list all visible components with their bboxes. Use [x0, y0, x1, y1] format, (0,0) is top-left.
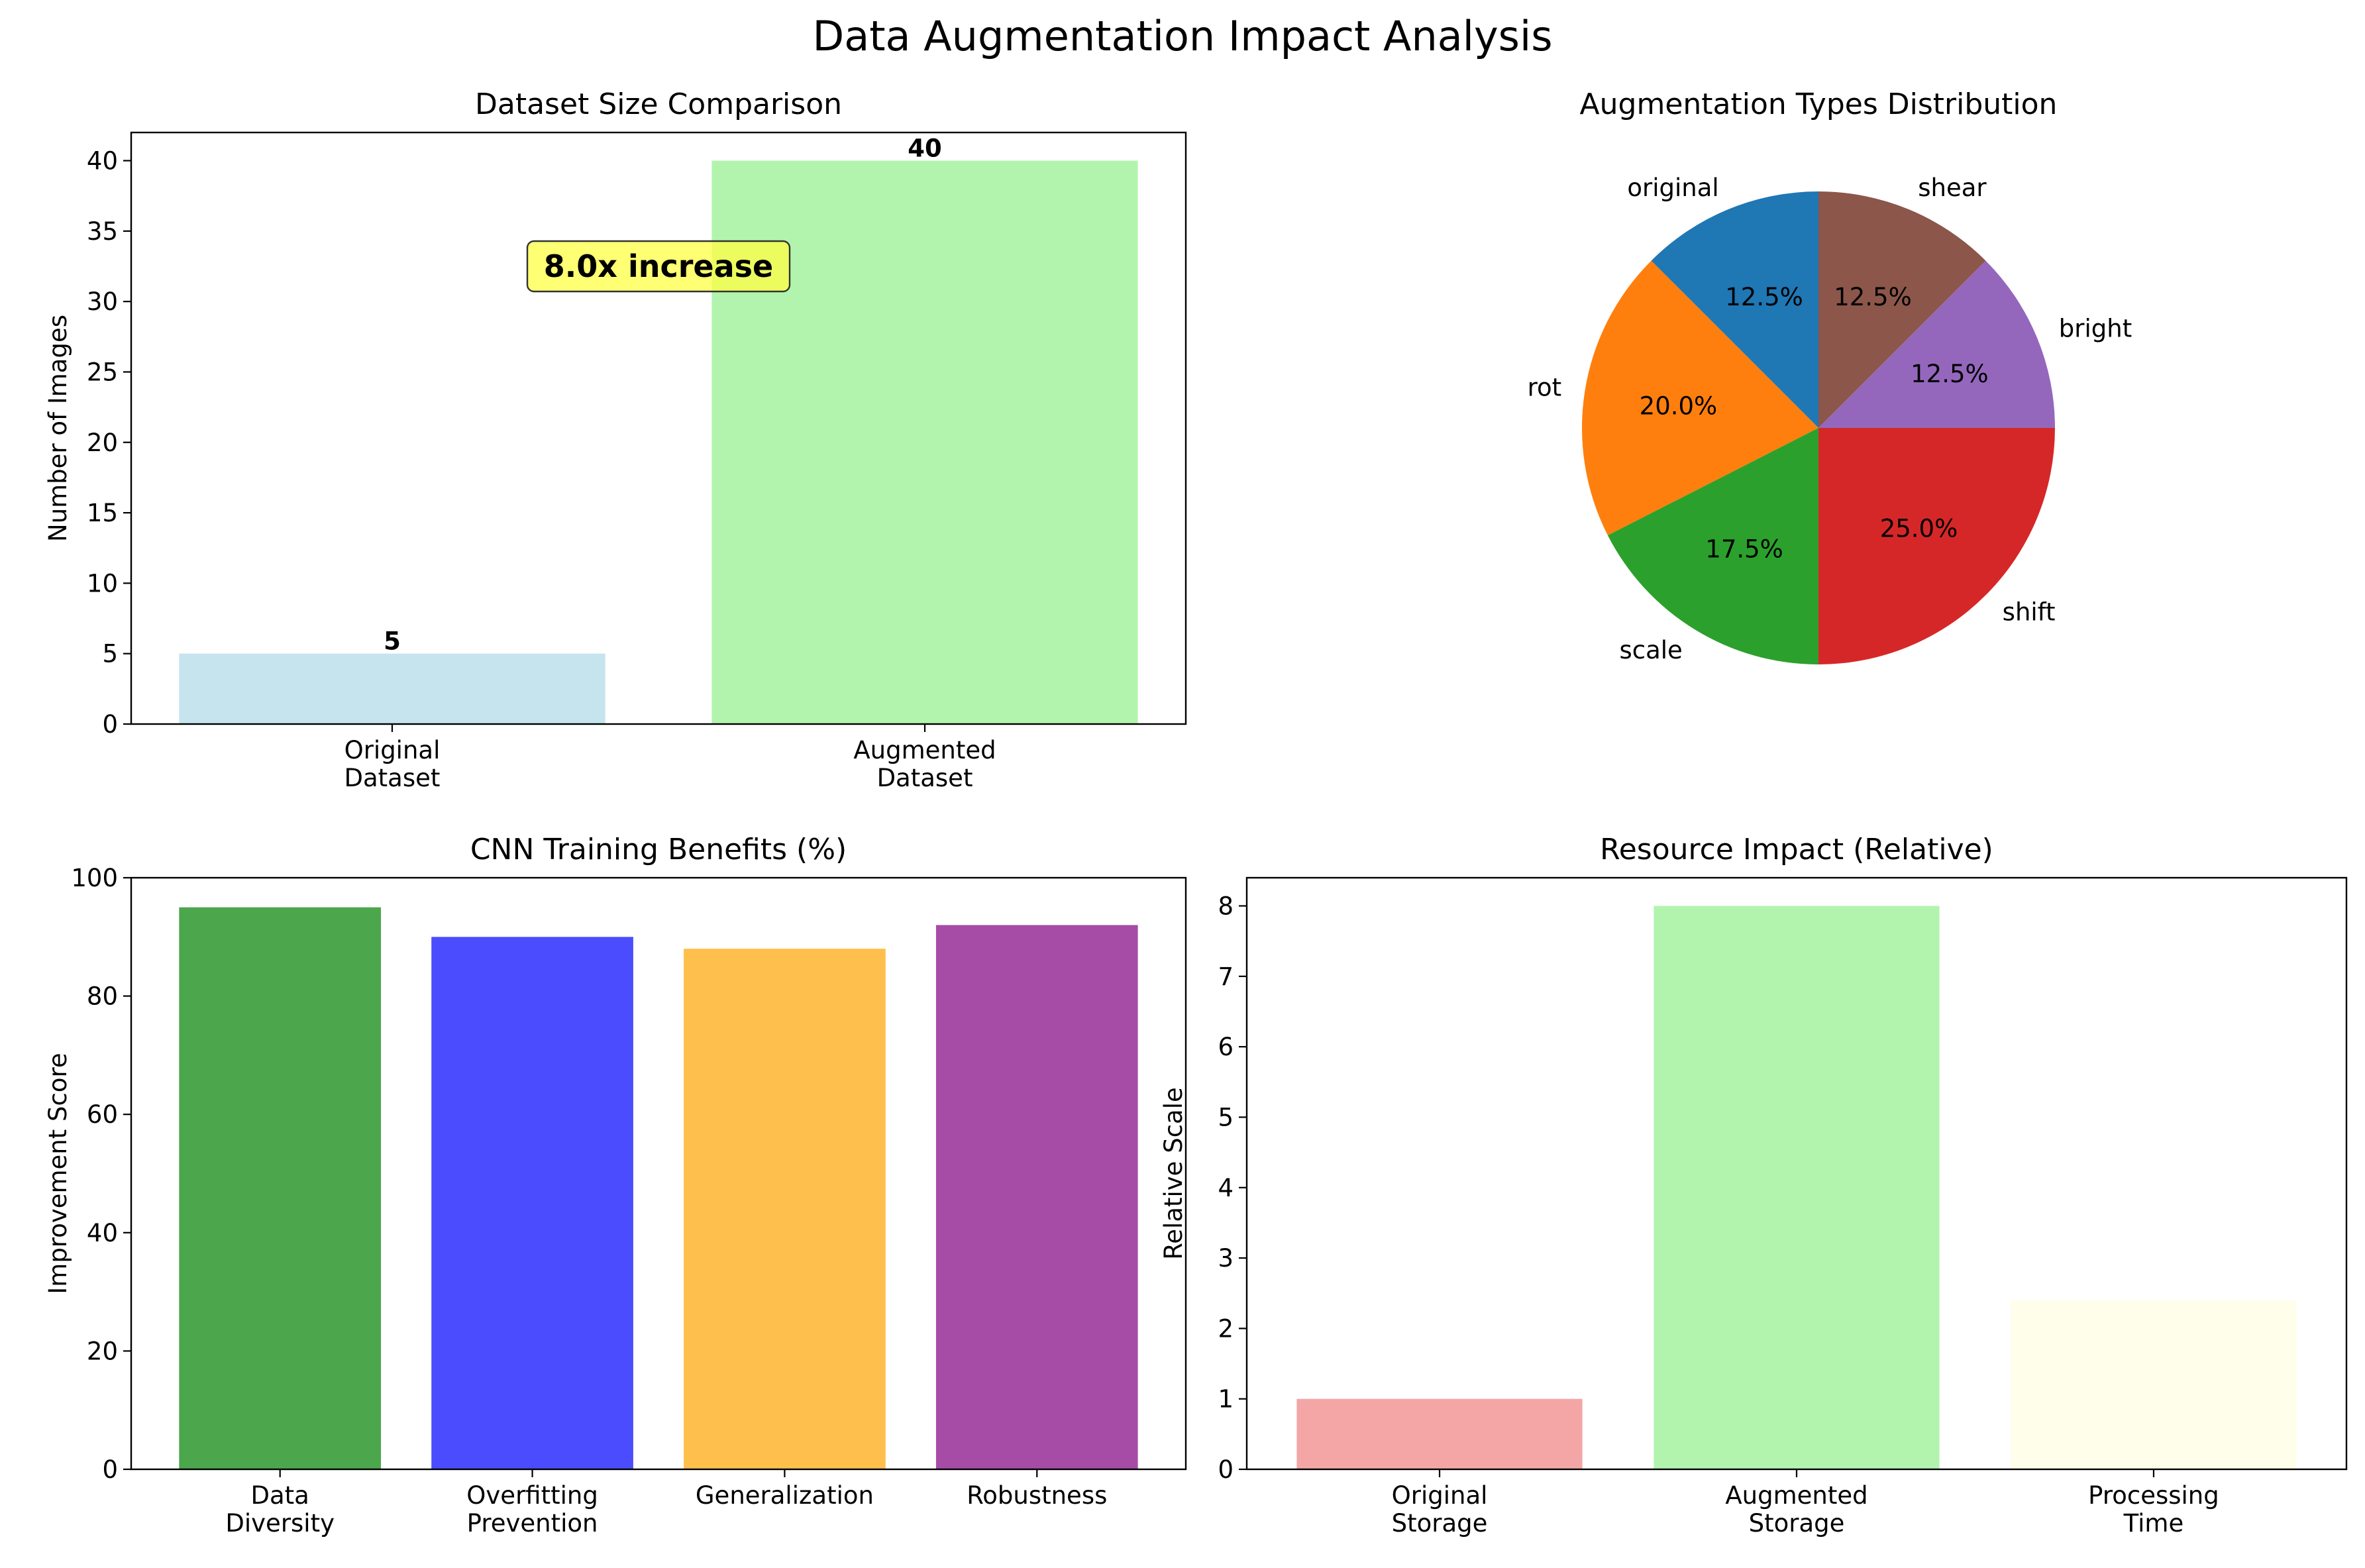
pie-percent-label: 20.0% — [1640, 392, 1718, 420]
y-tick-label: 20 — [87, 1337, 118, 1365]
axes-frame — [130, 131, 1187, 725]
dataset-size-chart: 0 5 10 15 20 25 30 35 40 Original Dataset Augmented… — [44, 87, 1187, 792]
x-tick-label: Overfitting Prevention — [466, 1481, 598, 1538]
data-label: 5 — [384, 627, 401, 656]
bar-data-diversity — [179, 907, 382, 1469]
pie-percent-label: 17.5% — [1705, 535, 1783, 564]
x-tick-label: Robustness — [967, 1481, 1107, 1510]
axes-frame — [130, 876, 1187, 1471]
pie-label: rot — [1528, 374, 1562, 402]
chart-title: Augmentation Types Distribution — [1580, 87, 2058, 121]
x-tick-label: Original Storage — [1392, 1481, 1488, 1538]
pie-label: bright — [2059, 315, 2132, 343]
y-tick-label: 6 — [1218, 1033, 1234, 1061]
chart-title: CNN Training Benefits (%) — [470, 833, 847, 866]
y-tick-label: 5 — [102, 640, 118, 668]
x-tick-label: Processing Time — [2088, 1481, 2219, 1538]
figure-title: Data Augmentation Impact Analysis — [813, 12, 1553, 60]
y-tick-label: 30 — [87, 287, 118, 316]
y-tick-label: 60 — [87, 1100, 118, 1129]
y-tick-label: 8 — [1218, 892, 1234, 921]
bar-original-storage — [1296, 1398, 1583, 1469]
cnn-benefits-chart: 0 20 40 60 80 100 Data Diversity Overfitting Prev… — [44, 833, 1187, 1538]
y-tick-label: 0 — [1218, 1455, 1234, 1484]
annotation-text: 8.0x increase — [544, 248, 773, 284]
pie-slice-shear — [1818, 191, 1986, 428]
y-tick-label: 0 — [102, 1455, 118, 1484]
y-tick-label: 3 — [1218, 1244, 1234, 1273]
x-tick-label: Augmented Dataset — [853, 736, 996, 792]
y-tick-label: 7 — [1218, 963, 1234, 991]
pie-slice-scale — [1607, 428, 1818, 664]
resource-impact-chart: 0 1 2 3 4 5 6 7 8 Original Storage Augmented Storage… — [1159, 833, 2348, 1538]
x-tick-label: Original Dataset — [344, 736, 441, 792]
x-tick-label: Augmented Storage — [1725, 1481, 1867, 1538]
y-axis-label: Improvement Score — [44, 1053, 72, 1294]
pie-label: scale — [1619, 636, 1682, 664]
pie-slice-bright — [1818, 260, 2055, 428]
bar-augmented-storage — [1654, 906, 1940, 1469]
pie-percent-label: 12.5% — [1725, 283, 1803, 311]
y-tick-label: 20 — [87, 429, 118, 457]
y-tick-label: 35 — [87, 217, 118, 246]
y-tick-label: 1 — [1218, 1385, 1234, 1414]
y-axis-label: Relative Scale — [1159, 1087, 1188, 1260]
y-axis-label: Number of Images — [44, 315, 72, 542]
bar-generalization — [684, 949, 886, 1469]
y-tick-label: 4 — [1218, 1174, 1234, 1202]
bar-overfitting-prevention — [431, 937, 633, 1469]
pie-percent-label: 12.5% — [1911, 360, 1989, 388]
pie-slice-rot — [1582, 260, 1818, 536]
bar-original-dataset — [179, 653, 605, 724]
pie-slice-original — [1651, 191, 1818, 428]
y-tick-label: 100 — [71, 864, 118, 892]
pie-slice-shift — [1818, 428, 2055, 664]
bar-robustness — [935, 925, 1138, 1469]
chart-title: Dataset Size Comparison — [475, 87, 842, 121]
pie-label: original — [1627, 174, 1718, 202]
pie-label: shift — [2003, 598, 2056, 627]
y-tick-label: 40 — [87, 1219, 118, 1247]
pie-percent-label: 25.0% — [1880, 514, 1958, 543]
chart-title: Resource Impact (Relative) — [1600, 833, 1993, 866]
y-tick-label: 25 — [87, 358, 118, 386]
x-tick-label: Data Diversity — [225, 1481, 335, 1538]
bar-processing-time — [2011, 1300, 2297, 1469]
y-tick-label: 80 — [87, 982, 118, 1011]
x-tick-label: Generalization — [696, 1481, 874, 1510]
y-tick-label: 5 — [1218, 1103, 1234, 1131]
y-tick-label: 2 — [1218, 1314, 1234, 1343]
pie-label: shear — [1918, 174, 1987, 202]
y-tick-label: 10 — [87, 569, 118, 598]
pie-percent-label: 12.5% — [1834, 283, 1912, 311]
y-tick-label: 0 — [102, 710, 118, 739]
y-tick-label: 40 — [87, 147, 118, 176]
annotation-box — [526, 240, 791, 293]
data-label: 40 — [908, 134, 942, 163]
augmentation-types-pie: original 12.5% rot 20.0% scale 17.5% shift 25.0… — [1528, 87, 2132, 664]
y-tick-label: 15 — [87, 499, 118, 527]
